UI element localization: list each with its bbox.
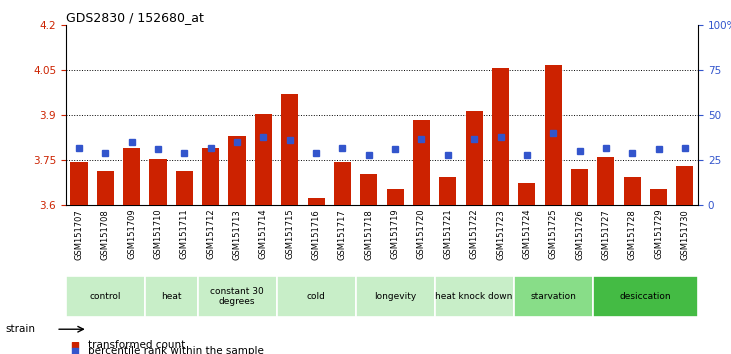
Bar [439,177,456,205]
Text: GSM151707: GSM151707 [75,209,83,259]
Text: longevity: longevity [374,292,416,301]
Text: GSM151720: GSM151720 [417,209,426,259]
Bar [202,148,219,205]
Text: transformed count: transformed count [88,340,185,350]
Bar [281,94,298,205]
Text: constant 30
degrees: constant 30 degrees [211,287,264,306]
Bar [466,110,482,205]
Text: heat: heat [161,292,181,301]
Text: control: control [90,292,121,301]
Text: GSM151713: GSM151713 [232,209,241,259]
Text: strain: strain [6,324,36,334]
Text: heat knock down: heat knock down [436,292,513,301]
Bar [435,276,514,317]
Text: GSM151715: GSM151715 [285,209,295,259]
Bar [96,171,114,205]
Bar [334,162,351,205]
Text: GSM151723: GSM151723 [496,209,505,259]
Text: cold: cold [306,292,325,301]
Text: GSM151728: GSM151728 [628,209,637,259]
Bar [229,136,246,205]
Bar [514,276,593,317]
Bar [355,276,435,317]
Bar [571,169,588,205]
Bar [255,114,272,205]
Text: GSM151711: GSM151711 [180,209,189,259]
Text: starvation: starvation [530,292,576,301]
Bar [518,183,535,205]
Text: GSM151708: GSM151708 [101,209,110,259]
Bar [175,171,193,205]
Text: GSM151730: GSM151730 [681,209,689,259]
Text: GSM151716: GSM151716 [311,209,321,259]
Text: GSM151725: GSM151725 [549,209,558,259]
Bar [676,166,694,205]
Bar [145,276,197,317]
Text: GSM151712: GSM151712 [206,209,215,259]
Text: GSM151709: GSM151709 [127,209,136,259]
Text: GSM151710: GSM151710 [154,209,162,259]
Bar [650,189,667,205]
Text: GSM151714: GSM151714 [259,209,268,259]
Bar [276,276,355,317]
Text: percentile rank within the sample: percentile rank within the sample [88,346,264,354]
Text: GSM151729: GSM151729 [654,209,663,259]
Text: GSM151724: GSM151724 [523,209,531,259]
Bar [624,177,641,205]
Text: desiccation: desiccation [620,292,671,301]
Text: GDS2830 / 152680_at: GDS2830 / 152680_at [66,11,204,24]
Text: GSM151727: GSM151727 [602,209,610,259]
Bar [149,159,167,205]
Bar [66,276,145,317]
Bar [545,65,561,205]
Bar [308,198,325,205]
Bar [413,120,430,205]
Text: GSM151718: GSM151718 [364,209,374,259]
Bar [597,157,615,205]
Text: GSM151722: GSM151722 [469,209,479,259]
Text: GSM151721: GSM151721 [443,209,452,259]
Bar [593,276,698,317]
Bar [387,189,404,205]
Text: GSM151717: GSM151717 [338,209,347,259]
Bar [492,68,509,205]
Text: GSM151719: GSM151719 [390,209,400,259]
Bar [360,174,377,205]
Bar [123,148,140,205]
Bar [70,162,88,205]
Bar [197,276,276,317]
Text: GSM151726: GSM151726 [575,209,584,259]
